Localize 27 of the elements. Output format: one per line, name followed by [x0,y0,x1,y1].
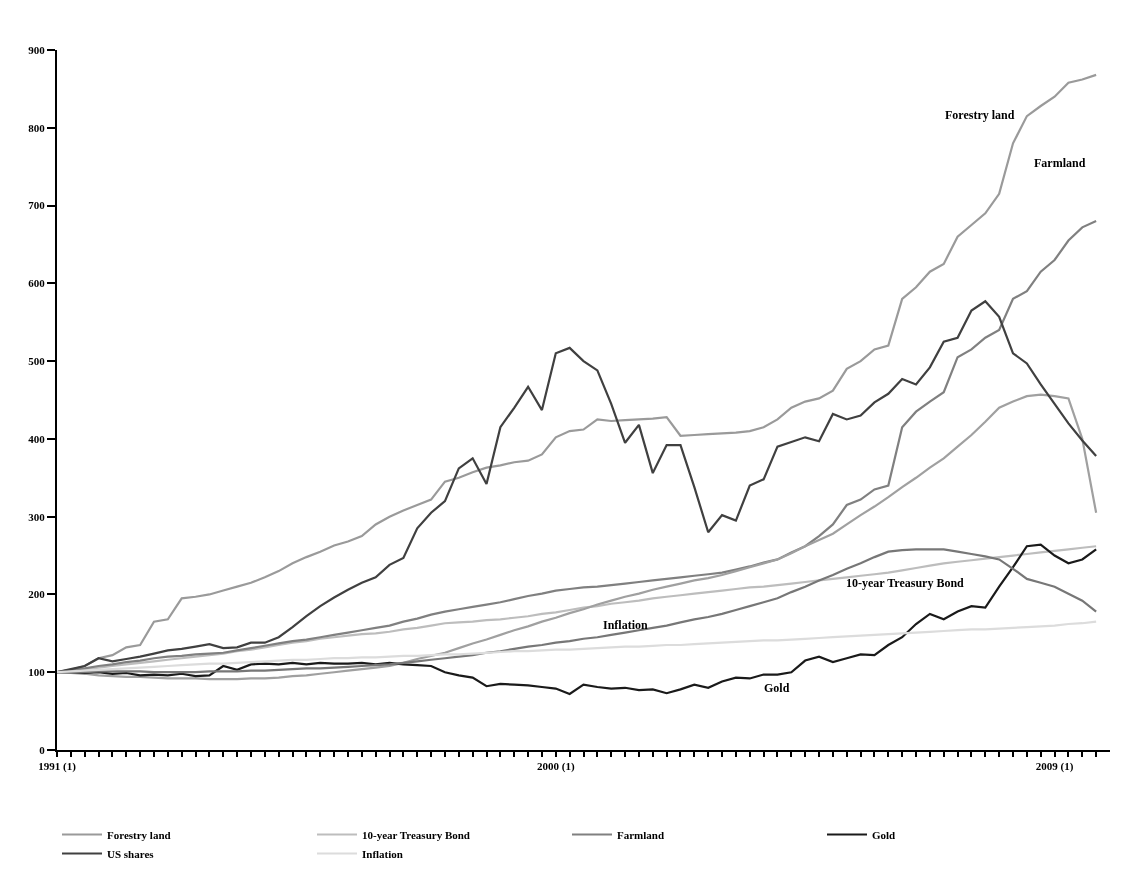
x-tick-label: 2009 (1) [1035,760,1074,774]
annotation: Gold [764,681,790,695]
annotation: Inflation [603,618,648,632]
y-tick-label: 300 [28,510,46,523]
legend-label: Inflation [362,847,403,860]
annotation: 10-year Treasury Bond [846,576,965,590]
legend-label: Forestry land [107,828,171,841]
x-tick-label: 2000 (1) [537,760,575,774]
legend-label: Gold [872,828,896,841]
legend-label: 10-year Treasury Bond [362,828,470,841]
y-tick-label: 700 [28,199,46,212]
line-series [57,393,1098,681]
y-tick-label: 900 [28,43,46,56]
line-series [57,300,1098,674]
legend-label: US shares [107,847,155,860]
y-tick-label: 400 [28,432,46,445]
y-tick-label: 100 [28,666,46,679]
y-tick-label: 600 [28,277,46,290]
x-tick-label: 1991 (1) [38,760,77,774]
line-series [57,620,1098,674]
y-tick-label: 0 [39,743,46,756]
y-tick-label: 200 [28,588,46,601]
y-tick-label: 500 [28,354,46,367]
annotation: Farmland [1034,156,1086,170]
legend-label: Farmland [617,828,665,841]
y-tick-label: 800 [28,121,46,134]
annotation: Forestry land [945,108,1015,122]
